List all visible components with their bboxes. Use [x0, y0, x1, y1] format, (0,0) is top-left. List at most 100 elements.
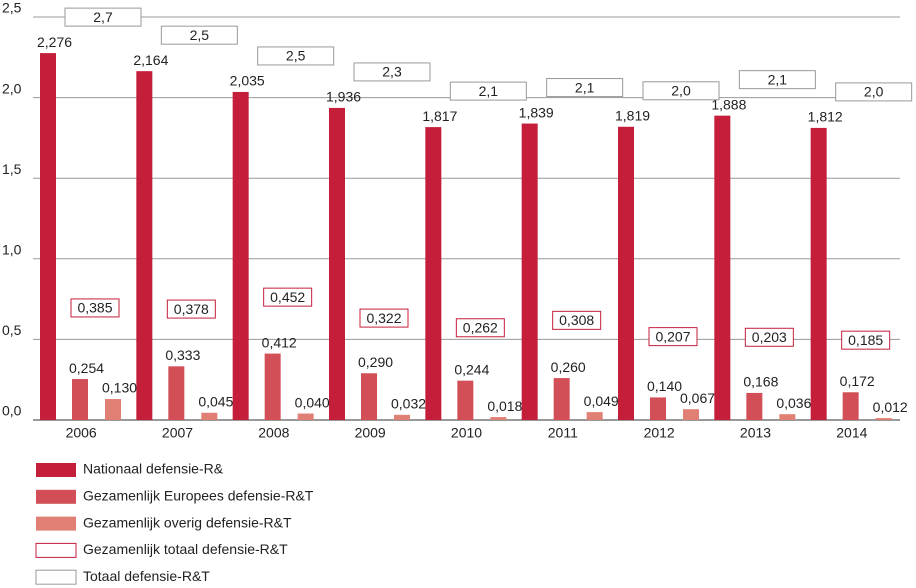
legend-label: Nationaal defensie-R&	[83, 461, 224, 477]
y-tick-label: 2,0	[2, 80, 22, 96]
bar	[72, 379, 88, 420]
x-tick-label: 2013	[740, 425, 771, 441]
total-label: 0,452	[270, 289, 305, 305]
bar	[683, 409, 699, 420]
value-label: 0,260	[551, 359, 586, 375]
total-label: 0,262	[463, 319, 498, 335]
total-label: 0,322	[366, 310, 401, 326]
bar	[586, 412, 603, 420]
value-label: 1,819	[615, 107, 650, 123]
value-label: 0,012	[873, 399, 908, 415]
bar	[136, 71, 153, 420]
bar	[201, 412, 218, 420]
total-box	[642, 81, 720, 101]
total-label: 2,5	[190, 27, 210, 43]
total-box	[546, 78, 624, 98]
legend-swatch	[35, 542, 77, 558]
total-box	[166, 299, 216, 319]
value-label: 0,140	[647, 378, 682, 394]
bar	[168, 366, 185, 420]
bar	[490, 417, 507, 420]
total-label: 0,378	[174, 301, 209, 317]
bar	[746, 392, 763, 420]
value-label: 0,172	[840, 373, 875, 389]
bar	[875, 418, 892, 420]
bar	[842, 392, 859, 420]
legend-label: Gezamenlijk overig defensie-R&T	[83, 514, 292, 530]
total-box	[744, 327, 794, 347]
total-box	[70, 298, 120, 318]
bar	[394, 414, 410, 420]
total-box	[455, 318, 505, 338]
total-box	[160, 25, 238, 45]
total-label: 2,1	[768, 71, 788, 87]
bar	[297, 413, 314, 420]
bar	[553, 378, 570, 420]
y-tick-label: 1,5	[2, 161, 22, 177]
bar	[714, 115, 731, 420]
x-tick-label: 2011	[548, 425, 578, 441]
total-box	[263, 287, 313, 307]
value-label: 0,049	[584, 393, 619, 409]
total-box	[64, 7, 142, 27]
y-tick-label: 1,0	[2, 242, 22, 258]
value-label: 0,032	[391, 396, 426, 412]
y-tick-label: 2,5	[2, 0, 22, 16]
total-label: 2,5	[286, 48, 306, 64]
total-label: 0,308	[559, 312, 594, 328]
bar	[232, 91, 249, 420]
total-box	[738, 70, 816, 90]
y-tick-label: 0,5	[2, 322, 22, 338]
bar	[457, 380, 474, 420]
bar	[425, 127, 442, 420]
value-label: 0,036	[776, 395, 811, 411]
total-label: 0,385	[77, 300, 112, 316]
total-label: 2,1	[575, 79, 595, 95]
value-label: 0,040	[295, 394, 330, 410]
total-label: 0,185	[848, 332, 883, 348]
value-label: 2,164	[133, 52, 168, 68]
total-box	[552, 310, 602, 330]
x-tick-label: 2014	[836, 425, 867, 441]
bar	[361, 373, 377, 420]
bar	[650, 397, 666, 420]
total-label: 2,7	[93, 9, 113, 25]
value-label: 1,839	[519, 104, 554, 120]
legend-swatch	[36, 489, 76, 504]
x-tick-label: 2006	[66, 425, 97, 441]
legend-swatch	[35, 569, 77, 585]
value-label: 1,817	[422, 108, 457, 124]
x-tick-label: 2009	[355, 425, 386, 441]
bar	[264, 353, 281, 420]
total-label: 2,0	[671, 82, 691, 98]
total-box	[835, 82, 913, 102]
value-label: 2,035	[230, 73, 265, 89]
value-label: 1,936	[326, 89, 361, 105]
legend-label: Gezamenlijk totaal defensie-R&T	[83, 541, 288, 557]
total-box	[257, 46, 335, 66]
bar	[40, 53, 56, 421]
x-tick-label: 2008	[258, 425, 289, 441]
value-label: 0,254	[69, 360, 104, 376]
legend-label: Gezamenlijk Europees defensie-R&T	[83, 488, 314, 504]
value-label: 2,276	[37, 34, 72, 50]
total-box	[359, 308, 409, 328]
value-label: 0,018	[487, 398, 522, 414]
total-box	[449, 81, 527, 101]
value-label: 0,244	[454, 361, 489, 377]
value-label: 0,333	[165, 347, 200, 363]
y-tick-label: 0,0	[2, 403, 22, 419]
legend-swatch	[36, 516, 76, 531]
bar	[618, 126, 634, 421]
value-label: 0,412	[262, 334, 297, 350]
bar	[105, 399, 121, 420]
total-label: 0,203	[752, 329, 787, 345]
total-box	[841, 330, 891, 350]
x-tick-label: 2010	[451, 425, 482, 441]
value-label: 0,290	[358, 354, 393, 370]
legend-label: Totaal defensie-R&T	[83, 568, 210, 584]
total-label: 2,0	[864, 84, 884, 100]
value-label: 0,168	[743, 374, 778, 390]
x-tick-label: 2012	[644, 425, 675, 441]
